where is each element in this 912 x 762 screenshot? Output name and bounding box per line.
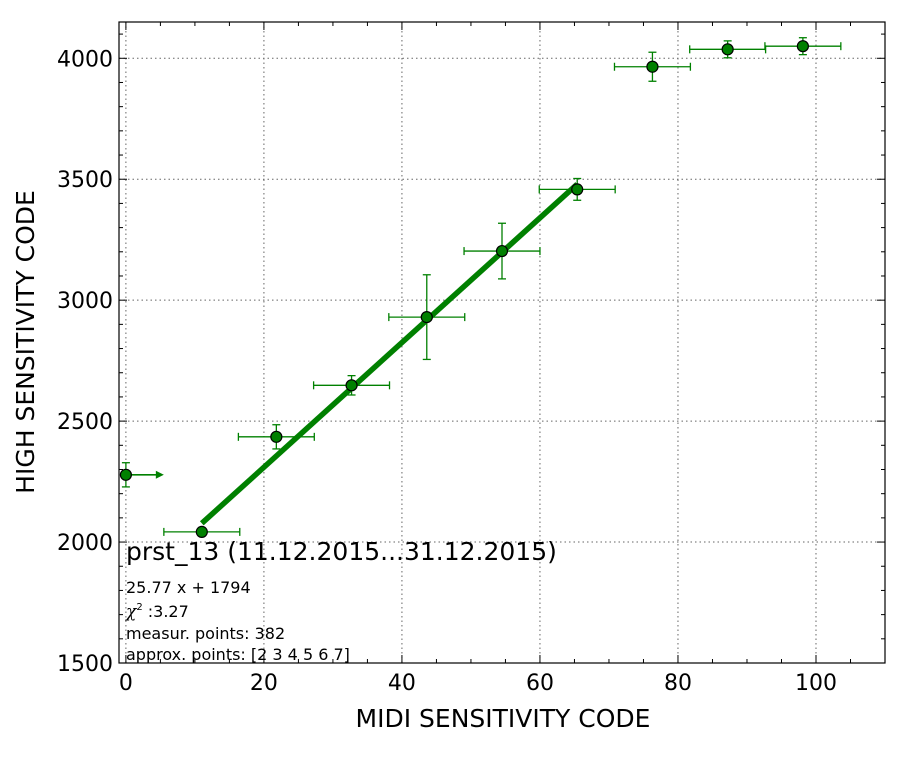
- y-tick-label: 2500: [57, 410, 113, 435]
- annotation-measur-points: measur. points: 382: [126, 624, 285, 643]
- data-point: [796, 40, 809, 53]
- fit-layer: [199, 182, 580, 526]
- y-tick-label: 3500: [57, 168, 113, 193]
- data-points: [119, 40, 809, 538]
- fit-line: [199, 182, 580, 526]
- annotation-box: prst_13 (11.12.2015...31.12.2015) 25.77 …: [125, 537, 557, 664]
- axis-ticks: [119, 22, 886, 664]
- plot-frame: [118, 21, 886, 664]
- x-axis-title: MIDI SENSITIVITY CODE: [356, 704, 651, 733]
- y-tick-label: 3000: [57, 289, 113, 314]
- annotation-approx-points: approx. points: [2 3 4 5 6 7]: [126, 645, 350, 664]
- y-axis-title: HIGH SENSITIVITY CODE: [11, 190, 40, 494]
- x-tick-label: 80: [664, 671, 692, 696]
- data-point: [195, 525, 208, 538]
- y-tick-label: 2000: [57, 531, 113, 556]
- y-tick-label: 1500: [57, 652, 113, 677]
- data-point: [119, 468, 133, 481]
- x-tick-label: 40: [388, 671, 416, 696]
- x-tick-label: 100: [795, 671, 837, 696]
- tick-labels: 0 20 40 60 80 100 1500 2000 2500 3000 3500 4000: [57, 47, 837, 696]
- data-point: [345, 379, 358, 392]
- arrow-head: [155, 470, 164, 479]
- annotation-chi-square: χ2 :3.27: [125, 602, 189, 622]
- annotation-equation: 25.77 x + 1794: [126, 578, 251, 597]
- data-point: [571, 183, 584, 196]
- annotation-title: prst_13 (11.12.2015...31.12.2015): [126, 537, 557, 566]
- data-point: [721, 43, 734, 56]
- x-tick-label: 0: [119, 671, 133, 696]
- data-point: [270, 430, 283, 443]
- y-tick-label: 4000: [57, 47, 113, 72]
- x-tick-label: 60: [526, 671, 554, 696]
- data-point: [495, 244, 509, 258]
- data-point: [420, 311, 433, 324]
- x-tick-label: 20: [250, 671, 278, 696]
- data-point: [646, 60, 659, 73]
